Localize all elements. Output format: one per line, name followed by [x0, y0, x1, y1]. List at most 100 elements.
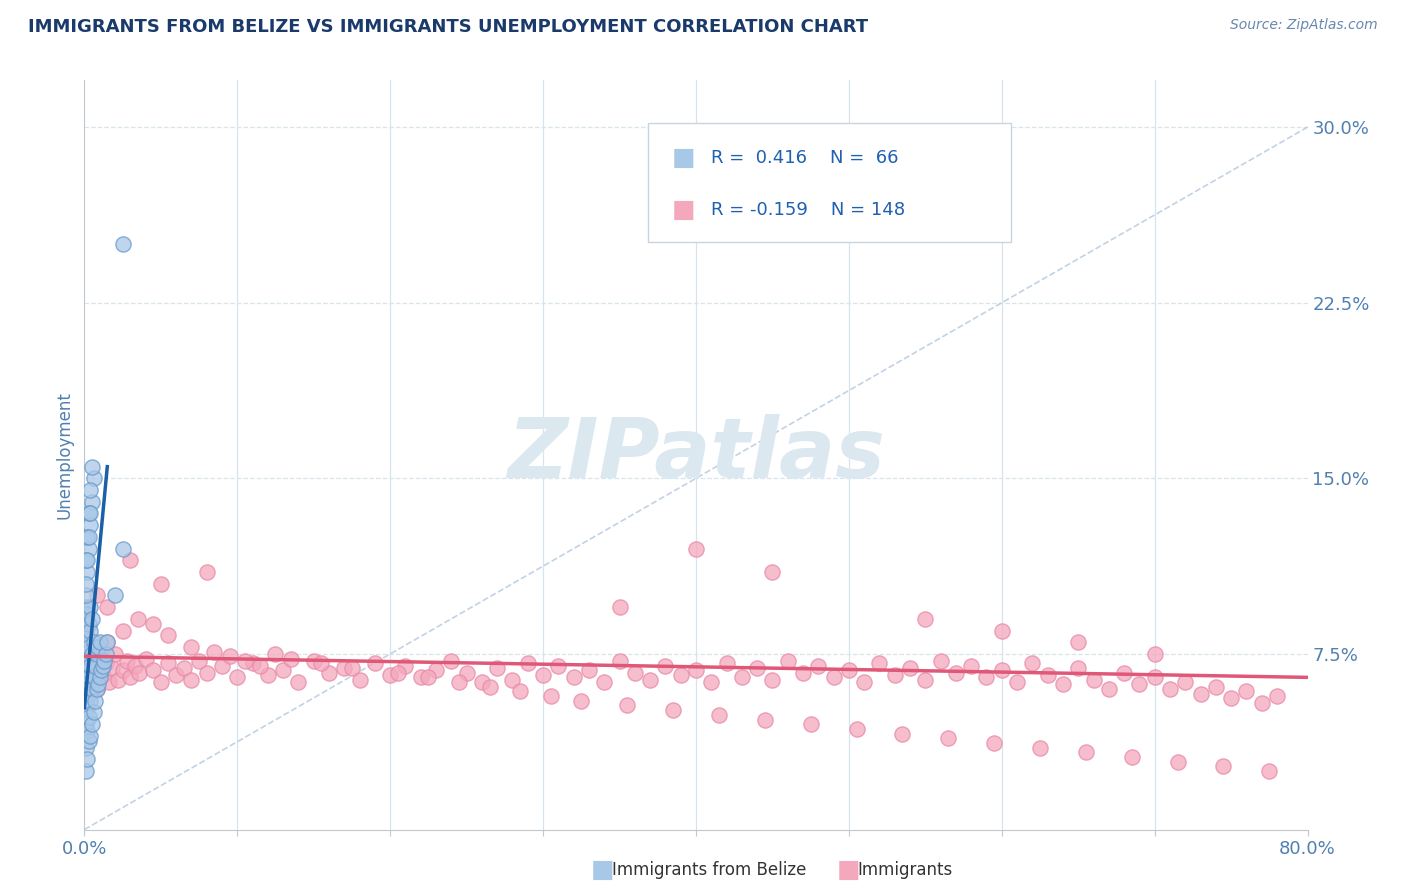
Point	[111, 664, 134, 678]
Point	[1220, 691, 1243, 706]
Point	[1083, 673, 1105, 687]
Point	[945, 665, 967, 680]
Point	[1159, 682, 1181, 697]
Point	[75, 717, 97, 731]
Point	[509, 684, 531, 698]
Point	[80, 682, 103, 697]
Point	[960, 658, 983, 673]
Point	[540, 689, 562, 703]
Point	[120, 670, 142, 684]
Point	[79, 518, 101, 533]
Point	[638, 673, 661, 687]
Point	[76, 752, 98, 766]
Point	[79, 507, 101, 521]
Y-axis label: Unemployment: Unemployment	[55, 391, 73, 519]
Point	[79, 687, 101, 701]
Point	[124, 658, 146, 673]
Point	[761, 565, 783, 579]
Point	[76, 607, 98, 621]
Text: Immigrants: Immigrants	[858, 861, 953, 879]
Point	[77, 616, 100, 631]
Point	[188, 654, 211, 668]
Point	[425, 664, 447, 678]
Point	[1212, 759, 1234, 773]
Point	[349, 673, 371, 687]
Point	[157, 657, 180, 671]
Point	[1005, 675, 1028, 690]
Point	[77, 733, 100, 747]
Point	[75, 664, 97, 678]
Point	[249, 658, 271, 673]
Point	[311, 657, 333, 671]
Point	[936, 731, 959, 746]
Point	[440, 654, 463, 668]
Point	[1036, 668, 1059, 682]
Point	[387, 665, 409, 680]
Point	[593, 675, 616, 690]
Point	[991, 624, 1014, 638]
Point	[80, 494, 103, 508]
Point	[87, 664, 110, 678]
Point	[77, 687, 100, 701]
Point	[76, 724, 98, 739]
Point	[1128, 677, 1150, 691]
Text: Immigrants from Belize: Immigrants from Belize	[612, 861, 806, 879]
Point	[76, 654, 98, 668]
Point	[83, 670, 105, 684]
Point	[211, 658, 233, 673]
Point	[76, 631, 98, 645]
Point	[115, 654, 138, 668]
Point	[180, 640, 202, 654]
Point	[75, 624, 97, 638]
Point	[218, 649, 240, 664]
Point	[111, 237, 134, 252]
Point	[76, 530, 98, 544]
Point	[471, 675, 494, 690]
Point	[792, 665, 814, 680]
Point	[86, 682, 108, 697]
Point	[257, 668, 280, 682]
Point	[90, 664, 112, 678]
Point	[195, 565, 218, 579]
Point	[80, 717, 103, 731]
Point	[76, 565, 98, 579]
Point	[1258, 764, 1281, 778]
Point	[883, 668, 905, 682]
Point	[76, 553, 98, 567]
Point	[104, 589, 127, 603]
Point	[75, 576, 97, 591]
Text: ■: ■	[672, 198, 696, 222]
Point	[1114, 665, 1136, 680]
Point	[101, 661, 124, 675]
Point	[447, 675, 470, 690]
Point	[96, 635, 118, 649]
Point	[94, 647, 117, 661]
Point	[1021, 657, 1043, 671]
Point	[80, 612, 103, 626]
Point	[380, 668, 402, 682]
Point	[1205, 680, 1227, 694]
Point	[364, 657, 387, 671]
Point	[165, 668, 187, 682]
Text: ■: ■	[837, 858, 860, 881]
Point	[1098, 682, 1121, 697]
Point	[84, 658, 107, 673]
Point	[142, 616, 165, 631]
Point	[195, 665, 218, 680]
Point	[891, 726, 914, 740]
Point	[976, 670, 998, 684]
Point	[149, 675, 172, 690]
Point	[685, 541, 707, 556]
Point	[107, 673, 129, 687]
Point	[111, 624, 134, 638]
Point	[707, 707, 730, 722]
Point	[83, 706, 105, 720]
Point	[1052, 677, 1074, 691]
Point	[1236, 684, 1258, 698]
Point	[898, 661, 921, 675]
Point	[287, 675, 309, 690]
Point	[77, 654, 100, 668]
Point	[562, 670, 585, 684]
Point	[716, 657, 738, 671]
Point	[271, 664, 294, 678]
